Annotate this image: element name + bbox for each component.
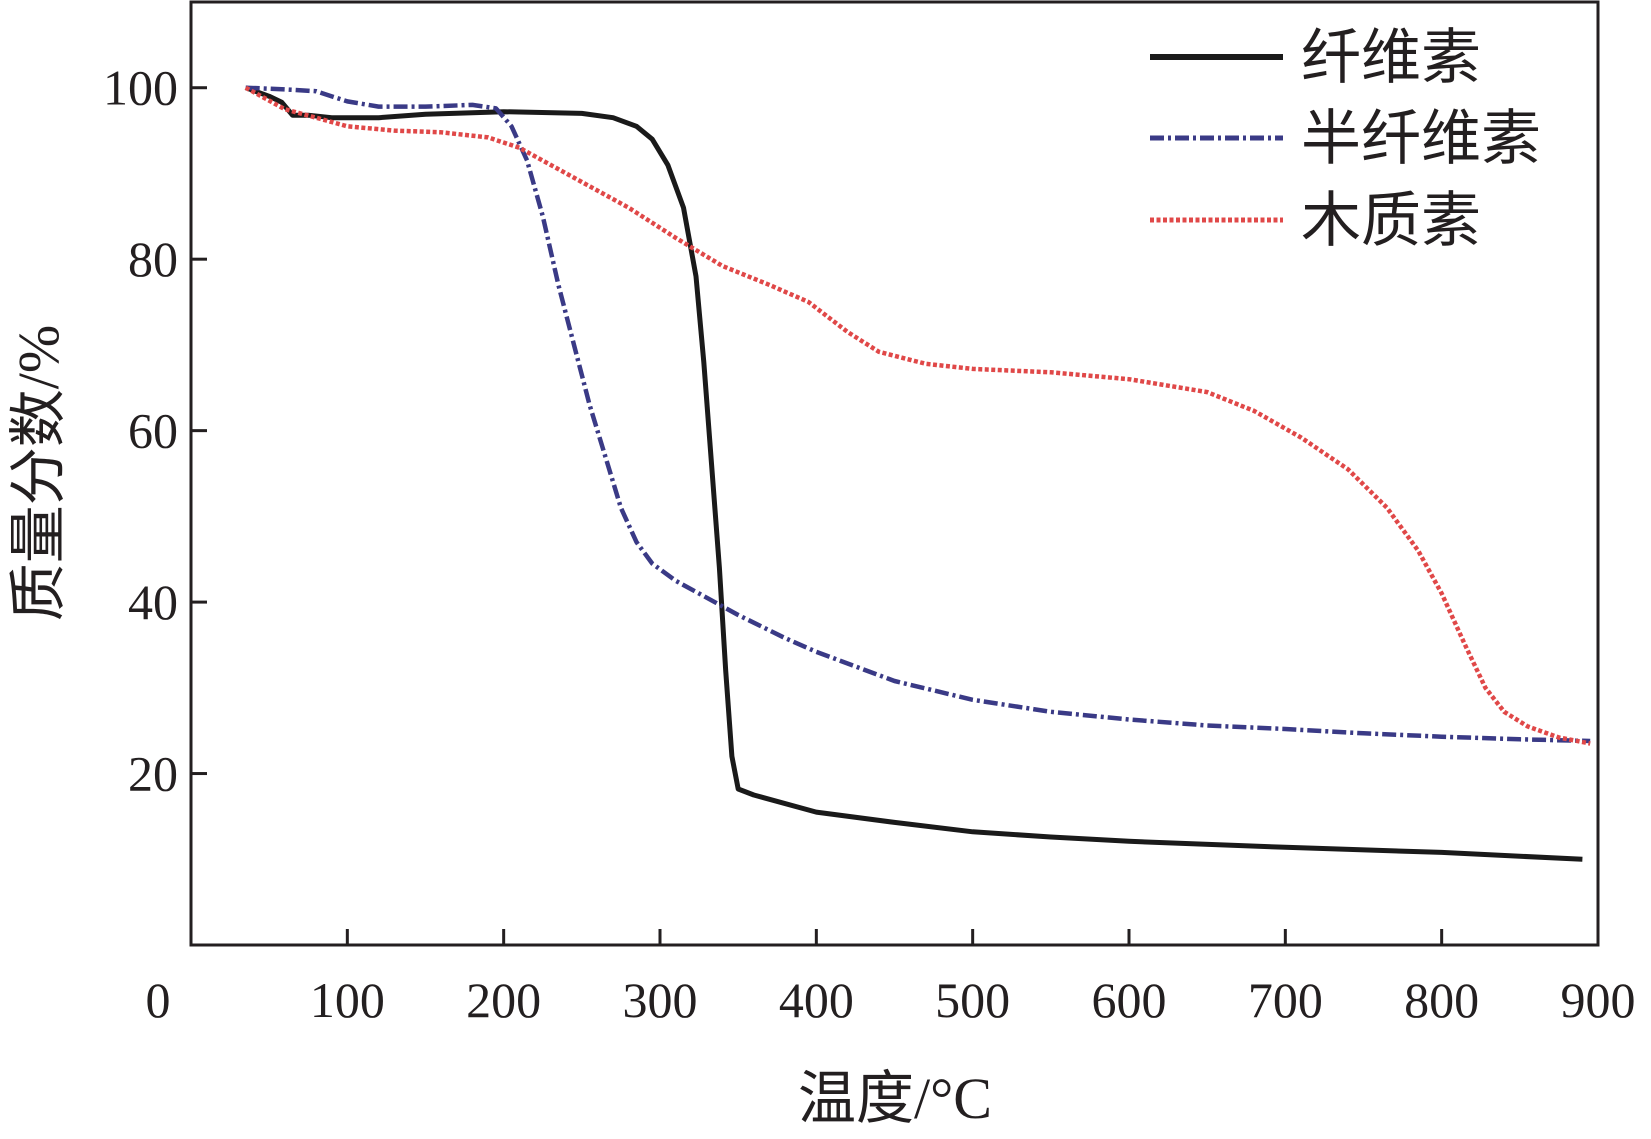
legend-label-0: 纤维素 <box>1301 25 1481 91</box>
plot-frame <box>189 0 1600 947</box>
x-tick-label: 400 <box>779 972 854 1028</box>
x-tick-label: 300 <box>623 972 698 1028</box>
series-line-1 <box>245 85 1591 744</box>
x-tick-label: 500 <box>935 972 1010 1028</box>
x-axis-ticks: 100 200 300 400 500 600 700 800 900 <box>310 929 1636 1028</box>
x-tick-label: 200 <box>466 972 541 1028</box>
y-tick-label: 40 <box>128 574 178 630</box>
x-tick-label: 100 <box>310 972 385 1028</box>
x-origin-label: 0 <box>146 972 171 1028</box>
legend-label-2: 木质素 <box>1301 188 1481 254</box>
y-tick-label: 80 <box>128 231 178 287</box>
x-tick-label: 700 <box>1248 972 1323 1028</box>
x-tick-label: 600 <box>1092 972 1167 1028</box>
y-tick-label: 100 <box>103 60 178 116</box>
x-tick-label: 800 <box>1404 972 1479 1028</box>
y-tick-label: 60 <box>128 403 178 459</box>
legend-label-1: 半纤维素 <box>1301 106 1541 172</box>
y-axis-label: 质量分数/% <box>6 325 71 621</box>
series-line-2 <box>244 85 1591 746</box>
series-line-0 <box>244 85 1583 862</box>
x-axis-label: 温度/°C <box>798 1066 992 1131</box>
x-tick-label: 900 <box>1561 972 1636 1028</box>
y-axis-ticks: 20 40 60 80 100 <box>103 60 207 802</box>
plot-lines <box>244 85 1591 862</box>
y-tick-label: 20 <box>128 746 178 802</box>
